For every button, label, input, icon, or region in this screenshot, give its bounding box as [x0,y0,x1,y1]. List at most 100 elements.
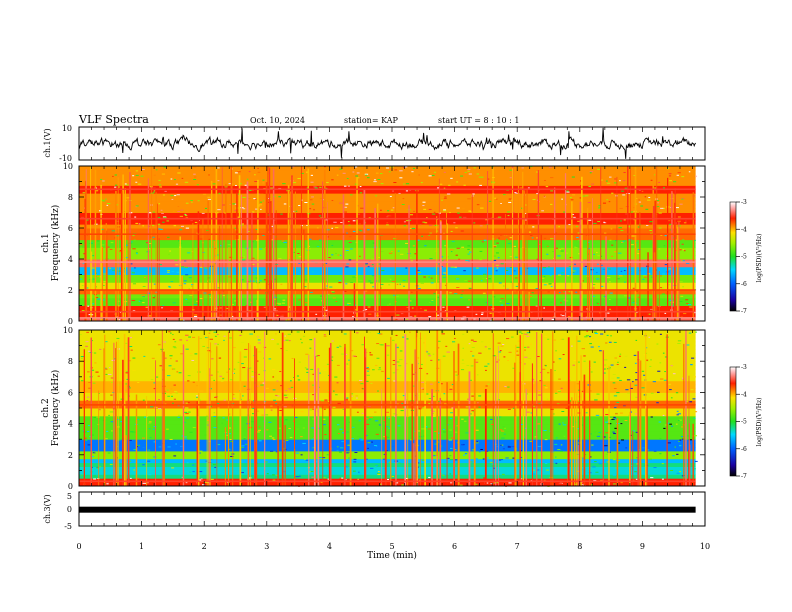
spectrogram-speckle [228,368,231,370]
spectrogram-speckle [619,180,621,182]
spectrogram-speckle [604,421,608,423]
spectrogram-speckle [311,438,314,440]
spectrogram-speckle [391,339,395,341]
spectrogram-streak [438,178,440,321]
spectrogram-speckle [590,433,592,435]
spectrogram-speckle [358,420,361,422]
spectrogram-speckle [188,277,192,279]
spectrogram-speckle [587,248,591,250]
spectrogram-speckle [625,389,629,391]
spectrogram-speckle [186,462,189,464]
spectrogram-speckle [654,187,657,189]
spectrogram-speckle [558,482,562,484]
spectrogram-speckle [324,399,328,401]
spectrogram-speckle [80,356,85,358]
spectrogram-speckle [195,395,199,397]
spectrogram-speckle [612,374,616,376]
spectrogram-speckle [85,439,88,441]
spectrogram-row [79,251,696,256]
spectrogram-streak [394,192,396,321]
spectrogram-speckle [412,245,416,247]
spectrogram-speckle [168,331,171,333]
spectrogram-streak [683,343,685,486]
spectrogram-speckle [257,339,261,341]
spectrogram-speckle [81,351,86,353]
spectrogram-speckle [576,237,579,239]
spectrogram-speckle [213,464,216,466]
spectrogram-speckle [153,174,156,176]
spectrogram-speckle [386,354,390,356]
spectrogram-streak [627,166,629,321]
spectrogram-speckle [552,361,555,363]
spectrogram-row [79,255,696,260]
spectrogram-speckle [574,263,576,265]
spectrogram-speckle [477,402,479,404]
spectrogram-streak [216,346,218,486]
spectrogram-streak [127,213,129,321]
spectrogram-speckle [207,196,211,198]
spectrogram-speckle [325,285,329,287]
spectrogram-speckle [606,461,609,463]
spectrogram-speckle [581,457,584,459]
spectrogram-speckle [614,357,618,359]
spectrogram-speckle [532,473,536,475]
spectrogram-speckle [359,192,363,194]
spectrogram-speckle [296,428,299,430]
spectrogram-speckle [396,314,400,316]
spectrogram-speckle [132,369,136,371]
time-tick-label: 4 [327,542,332,551]
spectrogram-speckle [682,260,686,262]
spectrogram-speckle [607,312,610,314]
spectrogram-speckle [297,178,301,180]
spectrogram-speckle [163,341,167,343]
spectrogram-speckle [403,183,405,185]
spectrogram-speckle [348,224,351,226]
spectrogram-speckle [584,336,588,338]
spectrogram-speckle [666,168,669,170]
spectrogram-speckle [95,371,99,373]
spectrogram-speckle [289,436,293,438]
spectrogram-speckle [205,460,208,462]
spectrogram-speckle [506,303,510,305]
spectrogram-speckle [658,248,661,250]
spectrogram-speckle [87,350,91,352]
spectrogram-speckle [432,395,435,397]
spectrogram-speckle [400,253,404,255]
spectrogram-speckle [418,408,422,410]
ch1-frequency-label: ch.1Frequency (kHz) [41,205,61,282]
spectrogram-speckle [614,178,617,180]
spectrogram-speckle [615,413,618,415]
spectrogram-speckle [526,393,528,395]
spectrogram-streak [289,191,292,321]
spectrogram-speckle [461,318,465,320]
spectrogram-speckle [642,447,645,449]
spectrogram-speckle [336,382,339,384]
spectrogram-speckle [643,374,646,376]
spectrogram-band-line [79,188,696,191]
spectrogram-speckle [196,184,199,186]
spectrogram-speckle [399,177,403,179]
spectrogram-speckle [460,294,463,296]
spectrogram-speckle [257,336,259,338]
spectrogram-speckle [117,348,121,350]
spectrogram-speckle [464,171,467,173]
spectrogram-speckle [159,228,163,230]
spectrogram-speckle [79,474,82,476]
spectrogram-speckle [625,213,628,215]
spectrogram-speckle [637,449,641,451]
spectrogram-speckle [290,386,294,388]
spectrogram-speckle [192,471,195,473]
spectrogram-speckle [496,242,499,244]
spectrogram-speckle [547,338,550,340]
spectrogram-speckle [86,431,90,433]
spectrogram-speckle [324,309,328,311]
spectrogram-speckle [216,371,219,373]
spectrogram-streak [215,166,218,321]
spectrogram-speckle [510,281,513,283]
spectrogram-speckle [135,205,139,207]
spectrogram-speckle [613,251,617,253]
spectrogram-speckle [92,374,95,376]
spectrogram-speckle [631,235,635,237]
spectrogram-speckle [210,459,213,461]
spectrogram-speckle [254,181,258,183]
